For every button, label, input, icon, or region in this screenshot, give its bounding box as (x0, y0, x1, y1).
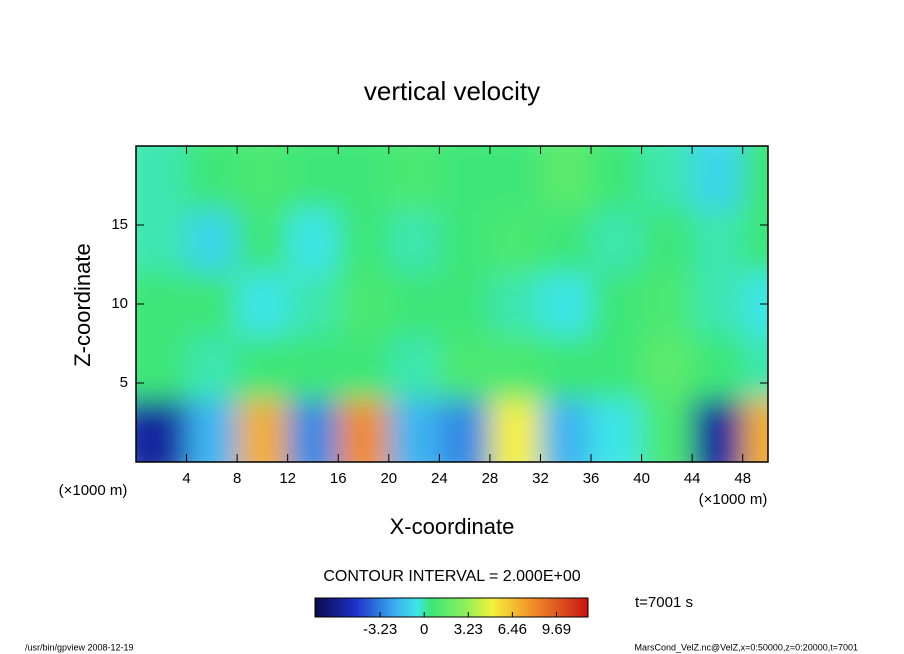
field-cell (742, 146, 768, 210)
field-cell (591, 335, 643, 400)
field-cell (489, 209, 541, 273)
colorbar-tick-label: 0 (420, 621, 428, 638)
field-cell (540, 398, 592, 462)
field-cell (287, 209, 339, 273)
x-tick-label: 4 (182, 470, 190, 487)
field-cell (287, 272, 339, 337)
field-cell (388, 272, 440, 337)
field-cell (338, 335, 390, 400)
field-cell (287, 335, 339, 400)
y-tick-label: 10 (111, 295, 128, 312)
field-cell (338, 146, 390, 210)
field-cell (136, 398, 188, 462)
field-cell (439, 146, 491, 210)
field-cell (540, 335, 592, 400)
field-cell (237, 209, 289, 273)
colorbar (314, 597, 589, 618)
field-cell (692, 335, 744, 400)
contour-interval: CONTOUR INTERVAL = 2.000E+00 (323, 568, 580, 585)
field-cell (338, 398, 390, 462)
field-cell (540, 209, 592, 273)
field-cell (237, 272, 289, 337)
colorbar-tick-label: 6.46 (498, 621, 527, 638)
field-cell (489, 272, 541, 337)
field-cell (186, 146, 238, 210)
field-cell (692, 146, 744, 210)
field-cell (136, 146, 188, 210)
field-cell (388, 398, 440, 462)
field-cell (237, 146, 289, 210)
x-tick-label: 48 (734, 470, 751, 487)
time-label: t=7001 s (635, 594, 693, 611)
field-cell (692, 272, 744, 337)
x-tick-label: 12 (279, 470, 296, 487)
field-cell (591, 209, 643, 273)
x-tick-label: 24 (431, 470, 448, 487)
field-cell (489, 335, 541, 400)
field-cell (641, 146, 693, 210)
field-cell (136, 272, 188, 337)
field-cell (742, 335, 768, 400)
field-cell (186, 398, 238, 462)
field-cell (439, 272, 491, 337)
field-cell (540, 146, 592, 210)
x-tick-label: 8 (233, 470, 241, 487)
field-cell (641, 209, 693, 273)
field-cell (692, 398, 744, 462)
field-cells (136, 146, 768, 462)
field-cell (641, 335, 693, 400)
field-cell (742, 272, 768, 337)
x-axis-label: X-coordinate (390, 514, 515, 539)
field-cell (136, 209, 188, 273)
y-axis-label: Z-coordinate (70, 243, 95, 367)
colorbar-tick-label: 3.23 (454, 621, 483, 638)
x-tick-label: 28 (482, 470, 499, 487)
field-cell (439, 209, 491, 273)
x-tick-label: 40 (633, 470, 650, 487)
field-cell (489, 146, 541, 210)
y-tick-label: 15 (111, 216, 128, 233)
x-unit: (×1000 m) (699, 491, 768, 508)
footer-right: MarsCond_VelZ.nc@VelZ,x=0:50000,z=0:2000… (634, 642, 858, 652)
field-cell (136, 335, 188, 400)
field-cell (338, 209, 390, 273)
field-cell (186, 209, 238, 273)
field-cell (591, 272, 643, 337)
field-cell (287, 398, 339, 462)
field-cell (439, 335, 491, 400)
field-cell (186, 335, 238, 400)
field-cell (641, 398, 693, 462)
y-tick-label: 5 (120, 374, 128, 391)
footer-left: /usr/bin/gpview 2008-12-19 (25, 642, 134, 652)
x-tick-label: 16 (330, 470, 347, 487)
field-cell (540, 272, 592, 337)
field-cell (186, 272, 238, 337)
colorbar-tick-label: 9.69 (542, 621, 571, 638)
field-cell (692, 209, 744, 273)
field-cell (388, 209, 440, 273)
y-unit: (×1000 m) (59, 482, 128, 499)
field-cell (237, 335, 289, 400)
colorbar-tick-label: -3.23 (363, 621, 397, 638)
field (136, 146, 768, 462)
x-tick-label: 32 (532, 470, 549, 487)
field-cell (338, 272, 390, 337)
x-tick-label: 20 (380, 470, 397, 487)
x-tick-label: 36 (583, 470, 600, 487)
field-cell (388, 335, 440, 400)
field-cell (237, 398, 289, 462)
chart-title: vertical velocity (364, 76, 540, 106)
field-cell (591, 398, 643, 462)
field-cell (287, 146, 339, 210)
field-cell (388, 146, 440, 210)
field-cell (439, 398, 491, 462)
x-tick-label: 44 (684, 470, 701, 487)
field-cell (641, 272, 693, 337)
field-cell (591, 146, 643, 210)
field-cell (742, 398, 768, 462)
field-cell (742, 209, 768, 273)
field-cell (489, 398, 541, 462)
